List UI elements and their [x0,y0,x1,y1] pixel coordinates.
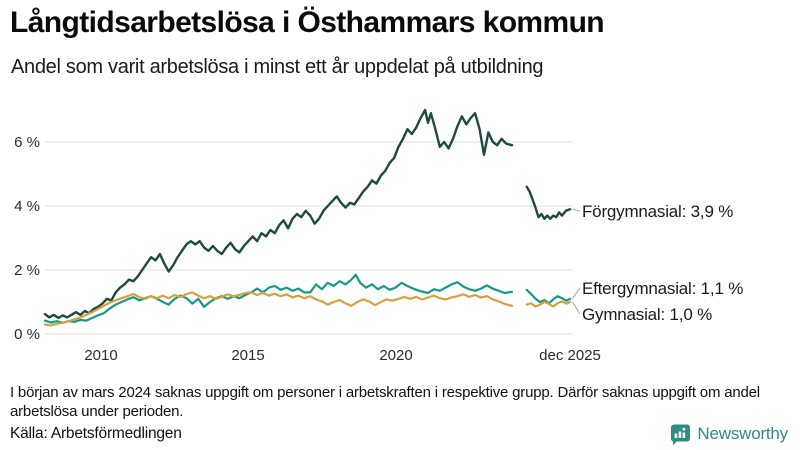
y-tick-label: 0 % [14,326,40,343]
series-end-label-eftergymnasial: Eftergymnasial: 1,1 % [582,278,744,298]
series-end-label-forgymnasial: Förgymnasial: 3,9 % [582,202,734,222]
page-title: Långtidsarbetslösa i Östhammars kommun [10,6,605,39]
x-tick-label: 2010 [84,347,118,364]
x-tick-label: 2015 [231,347,265,364]
source-text: Källa: Arbetsförmedlingen [10,425,182,442]
newsworthy-brand: Newsworthy [670,422,788,446]
series-end-label-gymnasial: Gymnasial: 1,0 % [582,305,713,324]
x-tick-label: dec 2025 [539,347,601,364]
chart-subtitle: Andel som varit arbetslösa i minst ett å… [11,56,544,78]
y-tick-label: 2 % [14,262,40,279]
newsworthy-logo-text: Newsworthy [697,424,788,443]
newsworthy-logo-icon [671,424,691,445]
x-tick-label: 2020 [379,347,413,364]
y-tick-label: 4 % [14,198,40,215]
footnote: I början av mars 2024 saknas uppgift om … [10,384,760,420]
y-tick-label: 6 % [14,134,40,151]
